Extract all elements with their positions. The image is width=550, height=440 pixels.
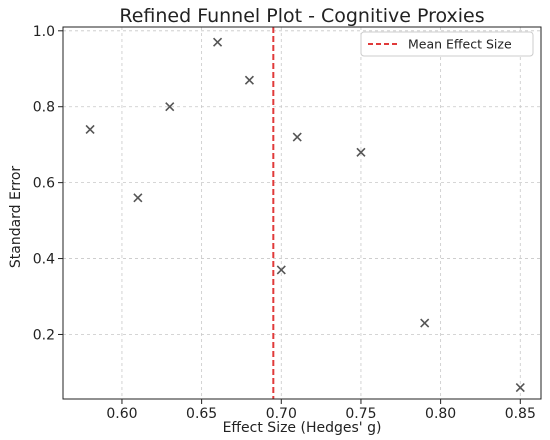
data-points-layer bbox=[85, 37, 525, 393]
marker-stroke bbox=[420, 318, 430, 328]
data-point-marker bbox=[85, 124, 95, 135]
plot-area-frame bbox=[62, 26, 542, 400]
x-axis-label: Effect Size (Hedges' g) bbox=[223, 420, 382, 436]
marker-stroke bbox=[244, 75, 254, 85]
legend: Mean Effect Size bbox=[360, 31, 534, 57]
chart-title: Refined Funnel Plot - Cognitive Proxies bbox=[119, 5, 484, 27]
data-point-marker bbox=[165, 102, 175, 112]
x-tick-label: 0.70 bbox=[266, 406, 297, 422]
legend-box bbox=[360, 31, 534, 57]
x-tick-label: 0.65 bbox=[186, 406, 217, 422]
y-tick-label: 0.2 bbox=[33, 327, 55, 343]
marker-stroke bbox=[292, 132, 302, 142]
x-tick-label: 0.85 bbox=[505, 406, 536, 422]
marker-stroke bbox=[85, 124, 95, 135]
x-tick-label: 0.75 bbox=[345, 406, 376, 422]
data-point-marker bbox=[244, 75, 254, 85]
axis-ticks-layer: 0.60 0.65 0.70 0.75 0.80 0.85 0.2 0.4 0.6 0.8 1.0 bbox=[33, 24, 536, 422]
grid-layer bbox=[63, 27, 541, 399]
data-point-marker bbox=[276, 265, 286, 275]
marker-stroke bbox=[515, 383, 525, 393]
data-point-marker bbox=[356, 147, 366, 157]
data-point-marker bbox=[212, 37, 223, 47]
data-point-marker bbox=[292, 132, 302, 142]
y-axis-label: Standard Error bbox=[8, 166, 24, 269]
marker-stroke bbox=[276, 265, 286, 275]
data-point-marker bbox=[133, 193, 143, 203]
data-point-marker bbox=[420, 318, 430, 328]
marker-stroke bbox=[133, 193, 143, 203]
x-tick-label: 0.80 bbox=[425, 406, 456, 422]
y-tick-label: 0.6 bbox=[33, 176, 55, 192]
legend-label-mean-effect-size: Mean Effect Size bbox=[408, 37, 512, 52]
data-point-marker bbox=[515, 383, 525, 393]
y-tick-label: 0.8 bbox=[33, 100, 55, 116]
x-tick-label: 0.60 bbox=[106, 406, 137, 422]
marker-stroke bbox=[212, 37, 223, 47]
y-tick-label: 1.0 bbox=[33, 24, 55, 40]
marker-stroke bbox=[165, 102, 175, 112]
y-tick-label: 0.4 bbox=[33, 252, 55, 268]
marker-stroke bbox=[356, 147, 366, 157]
